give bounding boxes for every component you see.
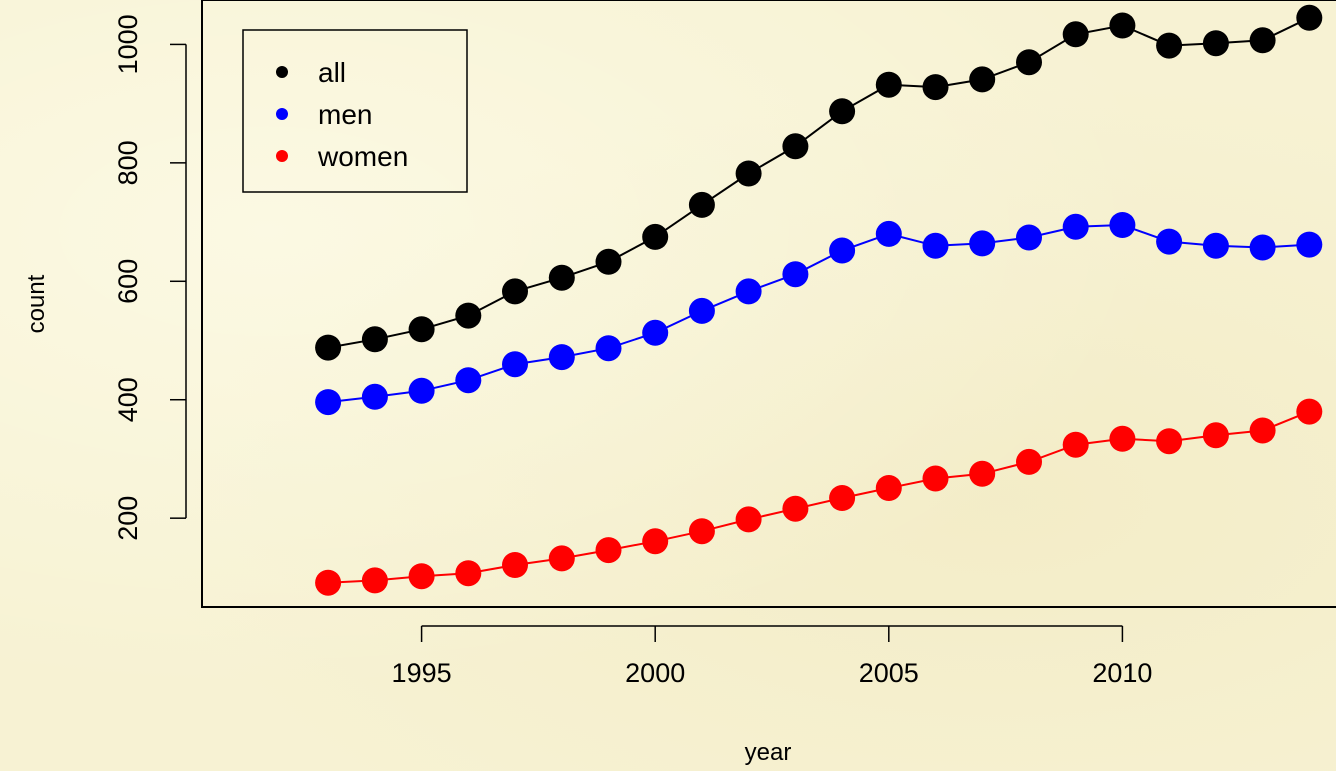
series-line-women bbox=[328, 410, 1310, 584]
data-point-all-2009 bbox=[1062, 21, 1089, 48]
data-point-all-2008 bbox=[1016, 49, 1042, 76]
data-point-women-2011 bbox=[1156, 428, 1183, 455]
x-axis: 1995 2000 2005 2010 bbox=[392, 625, 1152, 688]
data-point-men-2008 bbox=[1016, 224, 1042, 251]
data-point-women-2006 bbox=[922, 465, 949, 492]
data-point-all-2012 bbox=[1202, 30, 1229, 57]
data-point-all-1997 bbox=[502, 278, 528, 305]
data-point-men-2012 bbox=[1202, 232, 1229, 259]
legend-marker-women bbox=[276, 150, 288, 162]
data-point-men-2002 bbox=[735, 278, 762, 305]
series-men bbox=[315, 212, 1323, 416]
x-axis-title: year bbox=[745, 739, 792, 766]
data-point-men-1995 bbox=[408, 377, 435, 404]
legend: all men women bbox=[242, 29, 468, 193]
data-point-men-2004 bbox=[829, 237, 856, 264]
legend-marker-all bbox=[276, 66, 288, 78]
legend-box bbox=[242, 29, 468, 193]
data-point-all-2006 bbox=[922, 74, 949, 101]
data-point-men-2006 bbox=[922, 232, 949, 259]
legend-label-women: women bbox=[317, 141, 408, 172]
series-women bbox=[315, 398, 1323, 596]
x-tick-label: 2005 bbox=[859, 658, 919, 688]
data-point-women-2005 bbox=[875, 475, 902, 501]
data-point-women-1995 bbox=[408, 563, 435, 590]
data-point-all-2000 bbox=[642, 223, 669, 250]
data-point-all-2001 bbox=[688, 191, 715, 218]
x-tick-label: 2010 bbox=[1092, 658, 1152, 688]
data-point-women-2008 bbox=[1016, 448, 1042, 475]
data-point-men-1999 bbox=[595, 335, 622, 362]
data-point-all-2014 bbox=[1296, 4, 1323, 31]
data-point-men-2014 bbox=[1296, 231, 1323, 258]
y-tick-label: 200 bbox=[113, 496, 143, 541]
series-line-all bbox=[327, 16, 1310, 349]
data-point-all-1998 bbox=[548, 264, 575, 291]
data-point-men-2000 bbox=[642, 319, 669, 346]
data-point-women-2004 bbox=[829, 485, 856, 511]
data-point-all-2002 bbox=[735, 160, 762, 187]
plot-area-frame bbox=[201, 0, 1336, 608]
data-point-all-1995 bbox=[408, 316, 435, 343]
data-point-women-2013 bbox=[1249, 417, 1276, 444]
legend-label-men: men bbox=[318, 99, 372, 130]
data-point-all-2010 bbox=[1109, 12, 1136, 39]
data-point-men-2009 bbox=[1062, 213, 1089, 240]
data-point-women-1998 bbox=[548, 545, 575, 572]
data-point-men-2011 bbox=[1156, 228, 1183, 255]
data-point-men-1994 bbox=[361, 383, 388, 410]
y-axis-title: count bbox=[23, 274, 50, 333]
y-axis: 200 400 600 800 1000 bbox=[113, 14, 187, 541]
data-point-men-2013 bbox=[1249, 234, 1276, 261]
data-point-all-1993 bbox=[315, 334, 342, 361]
data-point-men-2010 bbox=[1109, 212, 1136, 238]
data-point-men-1997 bbox=[502, 351, 528, 378]
data-point-women-2002 bbox=[735, 506, 762, 533]
data-point-men-1998 bbox=[548, 344, 575, 371]
y-tick-label: 800 bbox=[113, 140, 143, 185]
data-point-men-2005 bbox=[875, 220, 902, 247]
data-point-women-2001 bbox=[688, 518, 715, 545]
data-point-all-2011 bbox=[1156, 32, 1183, 59]
data-point-women-2000 bbox=[642, 528, 669, 555]
series-all bbox=[315, 4, 1323, 361]
data-point-men-2003 bbox=[782, 261, 809, 288]
data-point-all-1996 bbox=[455, 302, 482, 329]
series-layer bbox=[315, 4, 1323, 596]
data-point-all-2004 bbox=[829, 98, 856, 125]
data-point-women-1993 bbox=[315, 569, 342, 596]
y-tick-label: 1000 bbox=[113, 14, 143, 74]
data-point-women-2003 bbox=[782, 495, 809, 522]
data-point-all-2003 bbox=[782, 133, 809, 160]
data-point-women-1997 bbox=[502, 552, 528, 578]
data-point-men-2001 bbox=[688, 297, 715, 324]
y-tick-label: 600 bbox=[113, 259, 143, 304]
legend-label-all: all bbox=[318, 57, 346, 88]
data-point-women-2009 bbox=[1062, 431, 1089, 458]
data-point-women-1999 bbox=[595, 537, 622, 564]
y-tick-label: 400 bbox=[113, 377, 143, 422]
data-point-women-1994 bbox=[361, 567, 388, 594]
data-point-all-2007 bbox=[969, 66, 996, 93]
data-point-men-1993 bbox=[315, 389, 342, 416]
data-point-men-1996 bbox=[455, 367, 482, 394]
x-tick-label: 1995 bbox=[392, 658, 452, 688]
data-point-women-2010 bbox=[1109, 425, 1136, 452]
data-point-all-1994 bbox=[361, 326, 388, 353]
data-point-women-1996 bbox=[455, 560, 482, 587]
x-tick-label: 2000 bbox=[625, 658, 685, 688]
data-point-women-2012 bbox=[1202, 422, 1229, 449]
data-point-all-2013 bbox=[1249, 27, 1276, 54]
series-line-men bbox=[327, 223, 1310, 404]
data-point-women-2007 bbox=[969, 460, 996, 487]
data-point-women-2014 bbox=[1296, 398, 1323, 425]
data-point-men-2007 bbox=[969, 230, 996, 257]
data-point-all-1999 bbox=[595, 248, 622, 275]
legend-marker-men bbox=[276, 108, 288, 120]
data-point-all-2005 bbox=[875, 71, 902, 98]
